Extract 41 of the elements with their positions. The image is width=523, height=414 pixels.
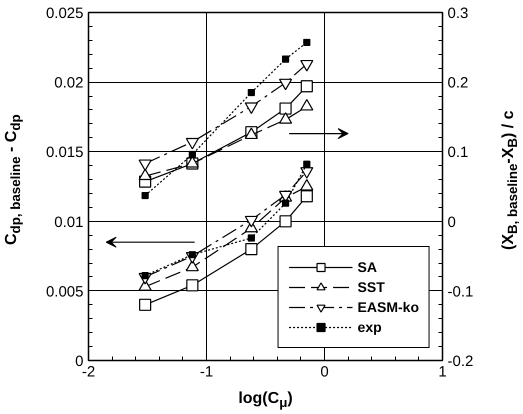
y2-tick-label: 0.3 <box>448 5 468 22</box>
point <box>139 298 152 311</box>
y-tick-label: 0.025 <box>46 5 84 22</box>
x-tick-label: 1 <box>438 364 447 380</box>
x-tick-label: -1 <box>200 364 214 380</box>
point <box>245 243 258 256</box>
legend-label: exp <box>358 319 382 335</box>
y-tick-label: 0.015 <box>46 144 84 162</box>
point <box>142 192 149 200</box>
x-tick-label: 0 <box>320 364 329 380</box>
y-tick-label: 0.01 <box>54 214 84 231</box>
point <box>248 234 255 242</box>
point <box>278 112 292 124</box>
point <box>303 160 310 168</box>
point <box>303 38 310 46</box>
point <box>282 56 290 63</box>
point <box>300 190 313 202</box>
point <box>279 102 292 115</box>
point <box>138 168 152 180</box>
legend-label: EASM-ko <box>358 299 419 315</box>
y2-tick-label: 0.1 <box>448 144 468 162</box>
legend-label: SA <box>358 259 378 275</box>
y2-tick-label: -0.1 <box>448 283 474 300</box>
point <box>279 215 292 228</box>
point <box>248 88 255 96</box>
y-tick-label: 0.02 <box>54 74 84 92</box>
point <box>300 98 314 111</box>
point <box>244 216 258 228</box>
point <box>300 167 314 179</box>
point <box>282 200 290 207</box>
point <box>188 150 196 158</box>
point <box>186 279 198 292</box>
y-tick-label: 0.005 <box>46 283 84 300</box>
y-tick-label: 0 <box>75 353 84 370</box>
y2-tick-label: 0 <box>448 214 456 231</box>
y2-tick-label: 0.2 <box>448 74 468 92</box>
x-axis-title: log(C$_{μ}$) <box>238 389 293 412</box>
legend-label: SST <box>358 279 385 295</box>
x-tick-label: -2 <box>82 364 96 380</box>
y2-tick-label: -0.2 <box>448 353 474 370</box>
point <box>300 80 313 92</box>
